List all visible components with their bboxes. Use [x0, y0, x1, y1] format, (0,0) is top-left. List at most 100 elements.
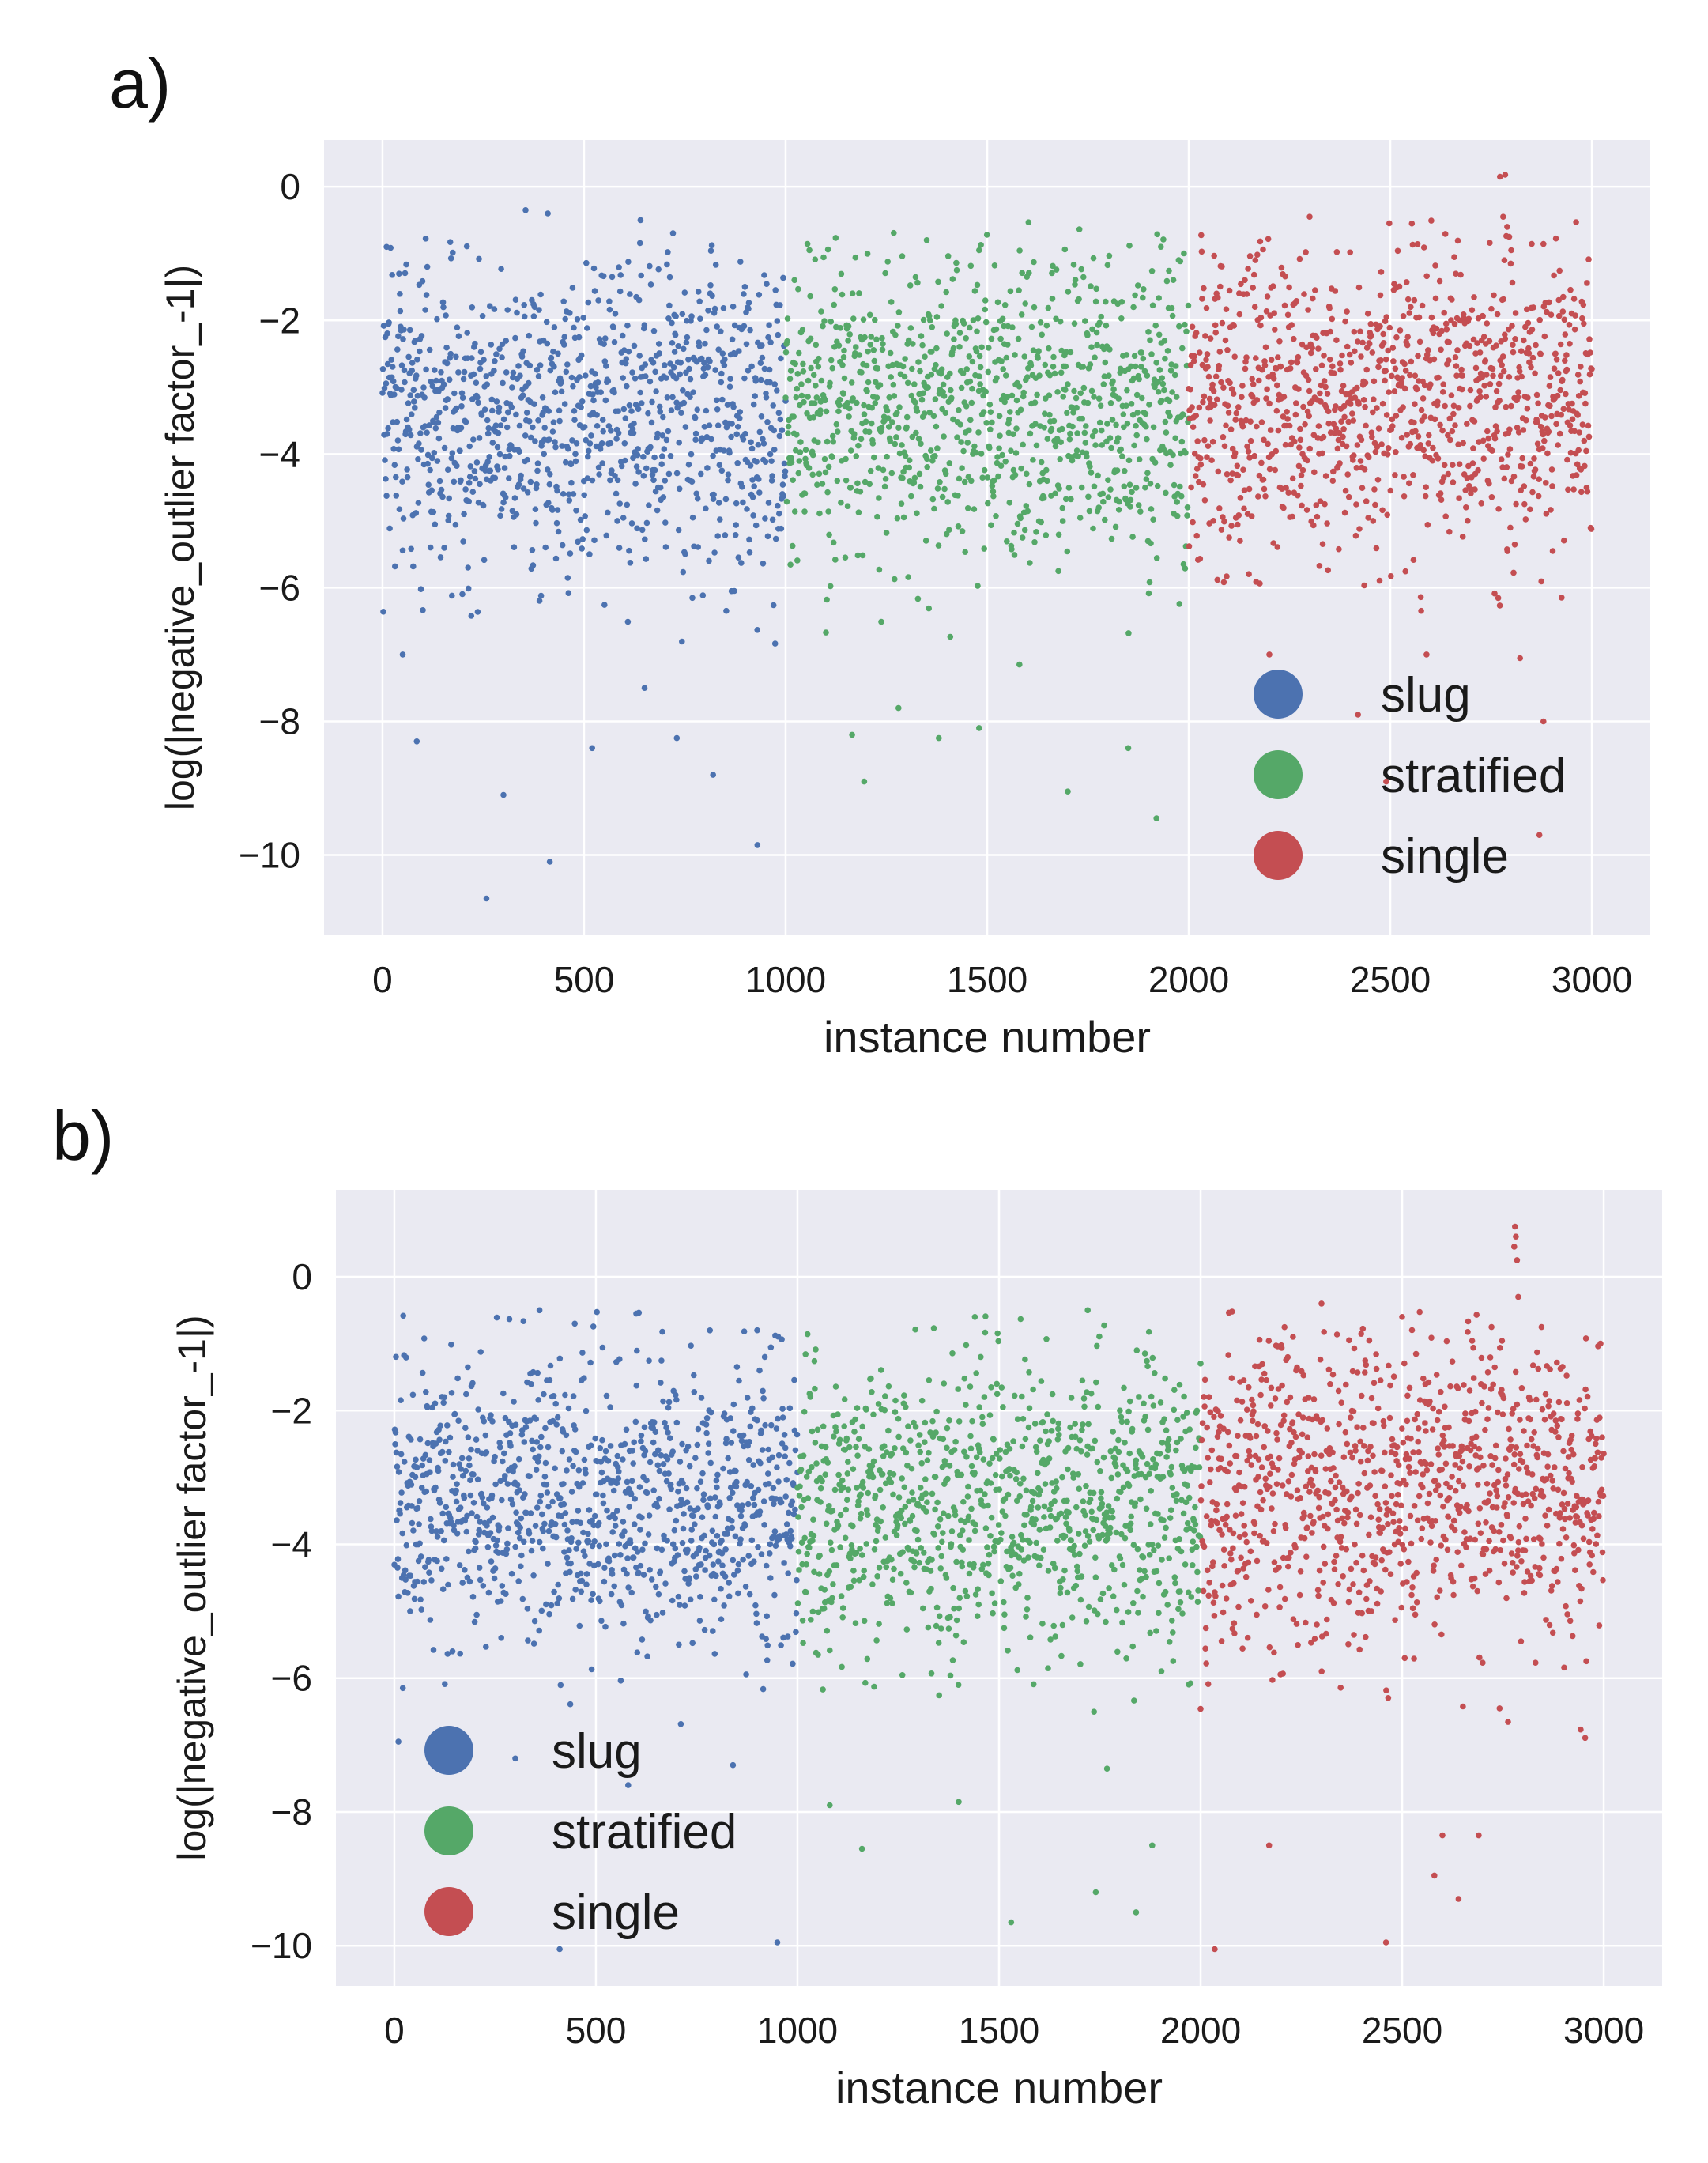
- x-tick-label: 2000: [1148, 959, 1229, 1000]
- data-point: [1355, 338, 1361, 345]
- data-point: [1025, 1554, 1031, 1561]
- data-point: [1005, 1648, 1011, 1654]
- data-point: [1570, 486, 1577, 493]
- data-point: [1090, 525, 1096, 532]
- data-point: [795, 470, 802, 477]
- data-point: [879, 346, 886, 353]
- data-point: [1159, 375, 1166, 382]
- data-point: [391, 391, 398, 398]
- data-point: [492, 358, 498, 364]
- data-point: [1079, 1377, 1086, 1384]
- data-point: [515, 481, 522, 488]
- data-point: [631, 342, 638, 349]
- data-point: [1477, 394, 1484, 401]
- data-point: [1512, 336, 1518, 342]
- data-point: [837, 1512, 844, 1519]
- data-point: [443, 1504, 450, 1511]
- data-point: [1371, 396, 1377, 403]
- data-point: [982, 297, 989, 304]
- data-point: [941, 433, 947, 440]
- data-point: [1269, 283, 1276, 289]
- data-point: [892, 1409, 899, 1415]
- data-point: [837, 1544, 843, 1550]
- data-point: [1588, 526, 1595, 532]
- data-point: [496, 1523, 503, 1531]
- data-point: [1455, 441, 1461, 447]
- data-point: [781, 460, 788, 467]
- data-point: [1064, 410, 1070, 416]
- data-point: [742, 430, 748, 437]
- data-point: [474, 394, 481, 401]
- data-point: [1099, 1531, 1106, 1538]
- data-point: [1326, 304, 1333, 311]
- data-point: [728, 1440, 735, 1446]
- data-point: [1330, 468, 1337, 475]
- data-point: [551, 324, 558, 330]
- data-point: [1134, 282, 1141, 289]
- data-point: [1152, 459, 1159, 466]
- data-point: [967, 324, 973, 331]
- data-point: [899, 1549, 906, 1555]
- data-point: [839, 1614, 846, 1621]
- data-point: [1227, 379, 1233, 387]
- data-point: [1382, 356, 1389, 363]
- data-point: [883, 530, 890, 536]
- data-point: [845, 338, 851, 344]
- data-point: [1465, 315, 1472, 323]
- data-point: [692, 1566, 699, 1572]
- data-point: [1491, 435, 1499, 442]
- data-point: [602, 1448, 609, 1455]
- data-point: [679, 638, 685, 645]
- data-point: [499, 354, 505, 360]
- data-point: [774, 1464, 780, 1470]
- data-point: [943, 1575, 950, 1581]
- data-point: [850, 1568, 857, 1574]
- data-point: [771, 381, 778, 387]
- data-point: [1215, 294, 1221, 301]
- data-point: [977, 1487, 984, 1494]
- data-point: [1421, 413, 1427, 420]
- data-point: [579, 1577, 586, 1584]
- data-point: [1495, 595, 1502, 602]
- data-point-outlier: [536, 1307, 543, 1314]
- data-point: [837, 325, 844, 331]
- data-point: [1084, 332, 1091, 338]
- data-point: [1402, 568, 1408, 575]
- data-point: [892, 1445, 898, 1451]
- data-point: [860, 316, 867, 323]
- data-point: [688, 1538, 695, 1544]
- data-point-outlier: [730, 1761, 737, 1769]
- data-point: [744, 1395, 751, 1401]
- data-point: [1061, 1533, 1069, 1539]
- data-point: [956, 475, 963, 482]
- data-point: [1345, 418, 1352, 425]
- data-point: [809, 451, 816, 459]
- data-point: [927, 1568, 934, 1574]
- data-point: [805, 465, 813, 471]
- data-point: [639, 527, 646, 534]
- data-point: [824, 489, 831, 496]
- data-point: [393, 474, 399, 481]
- data-point: [1520, 427, 1527, 433]
- data-point: [1235, 512, 1242, 519]
- data-point: [741, 1328, 748, 1334]
- data-point: [500, 1458, 506, 1465]
- data-point: [1564, 456, 1570, 463]
- data-point: [398, 1451, 405, 1458]
- data-point: [1354, 442, 1361, 448]
- data-point: [390, 378, 397, 385]
- data-point: [1097, 402, 1104, 409]
- data-point: [520, 1318, 527, 1324]
- data-point: [393, 1353, 399, 1361]
- data-point: [1038, 1554, 1044, 1561]
- data-point: [865, 1489, 872, 1497]
- data-point: [1218, 379, 1224, 386]
- data-point: [996, 413, 1003, 420]
- data-point: [730, 1428, 737, 1434]
- data-point: [1313, 366, 1319, 372]
- data-point: [695, 289, 702, 295]
- data-point: [1581, 437, 1588, 444]
- data-point: [672, 1545, 679, 1552]
- data-point: [1073, 394, 1080, 402]
- data-point: [534, 467, 541, 474]
